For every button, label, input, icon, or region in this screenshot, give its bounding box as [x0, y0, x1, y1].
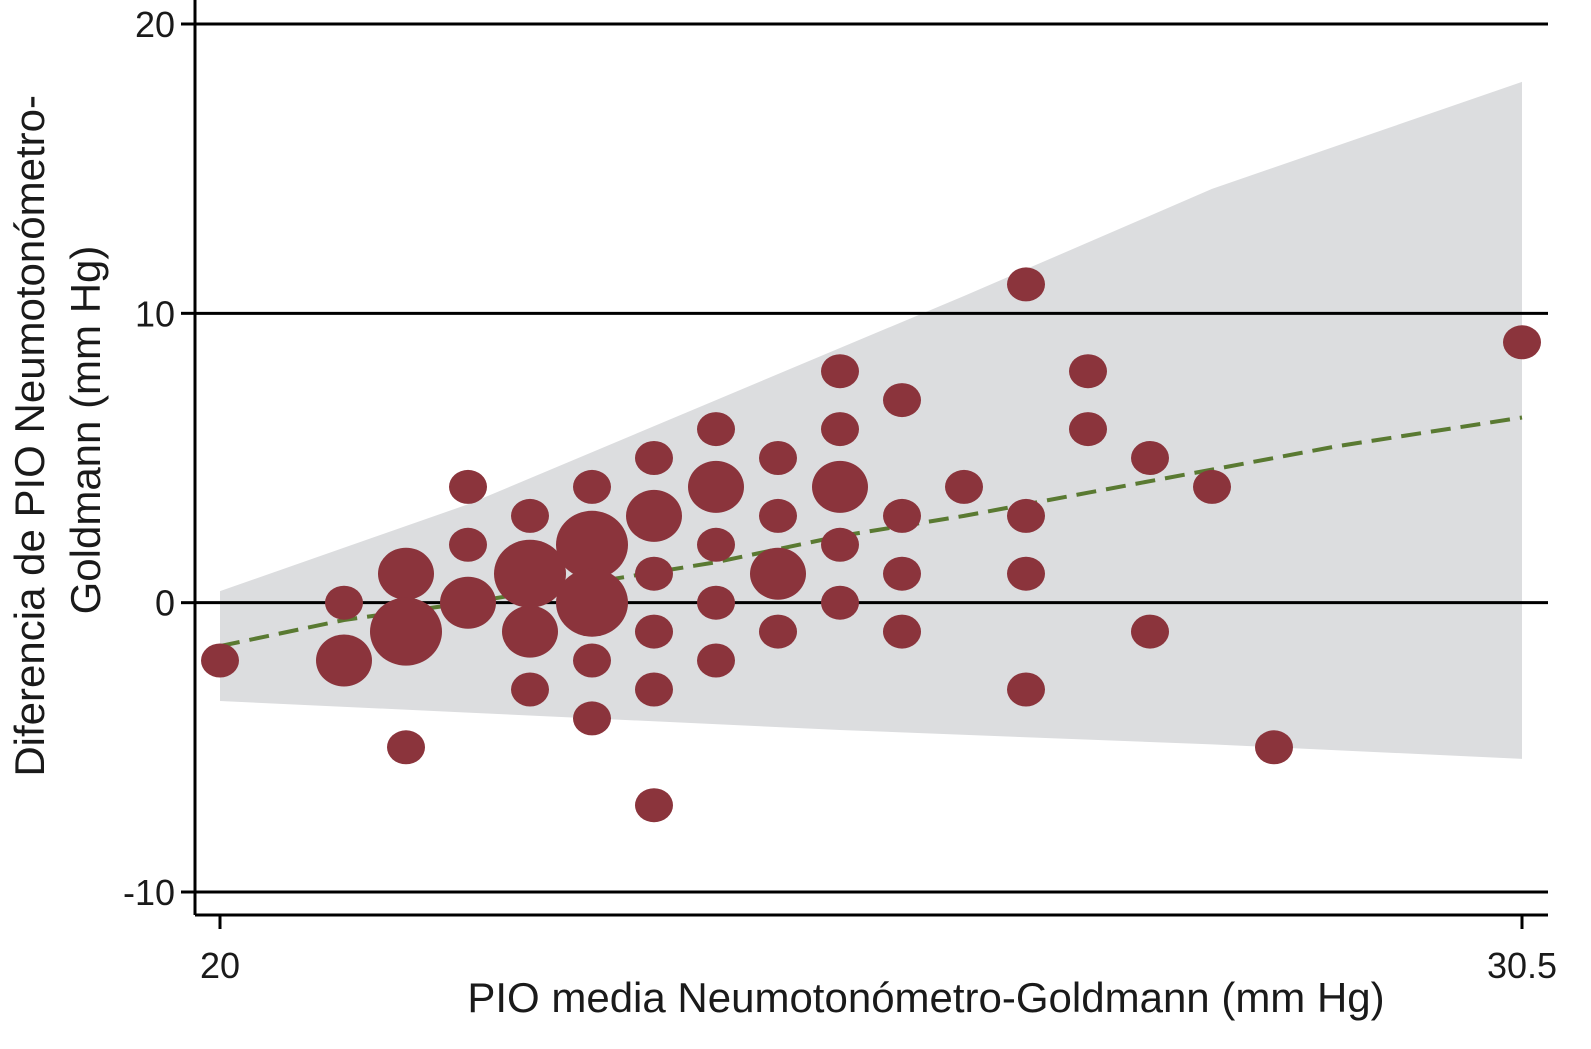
- data-point: [556, 510, 628, 579]
- y-axis-title-line-1: Diferencia de PIO Neumotonómetro-: [6, 95, 53, 777]
- data-point: [821, 412, 859, 447]
- data-point: [759, 441, 797, 475]
- data-point: [1131, 614, 1169, 649]
- data-point: [750, 547, 806, 600]
- data-point: [759, 498, 797, 533]
- x-axis-title: PIO media Neumotonómetro-Goldmann (mm Hg…: [467, 974, 1384, 1021]
- y-axis-title-line-2: Goldmann (mm Hg): [62, 246, 109, 615]
- y-axis-title: Diferencia de PIO Neumotonómetro- Goldma…: [6, 83, 109, 776]
- data-point: [688, 460, 744, 513]
- data-point: [573, 469, 611, 504]
- data-point: [883, 383, 921, 418]
- x-tick-label: 30.5: [1487, 945, 1557, 986]
- data-point: [449, 469, 487, 504]
- y-tick-label: 20: [135, 4, 175, 45]
- data-point: [697, 412, 735, 447]
- data-point: [573, 643, 611, 678]
- data-point-layer: [201, 267, 1541, 823]
- data-point: [635, 672, 673, 707]
- data-point: [1193, 469, 1231, 504]
- data-point: [378, 547, 434, 600]
- data-point: [449, 527, 487, 562]
- x-tick-label: 20: [200, 945, 240, 986]
- data-point: [759, 614, 797, 649]
- y-tick-layer: -10 0 10 20: [123, 4, 195, 913]
- data-point: [1069, 412, 1107, 447]
- data-point: [201, 643, 239, 678]
- data-point: [635, 614, 673, 649]
- data-point: [1007, 267, 1045, 302]
- data-point: [1007, 498, 1045, 533]
- data-point: [812, 460, 868, 513]
- data-point: [1007, 672, 1045, 707]
- data-point: [1255, 730, 1293, 765]
- data-point: [1503, 325, 1541, 360]
- data-point: [511, 498, 549, 533]
- data-point: [883, 556, 921, 591]
- data-point: [635, 788, 673, 823]
- data-point: [387, 730, 425, 765]
- data-point: [511, 672, 549, 707]
- x-tick-layer: 20 30.5: [200, 915, 1557, 986]
- data-point: [370, 597, 442, 666]
- data-point: [440, 576, 496, 629]
- data-point: [1069, 354, 1107, 389]
- y-tick-label: 10: [135, 293, 175, 334]
- data-point: [573, 701, 611, 736]
- y-tick-label: -10: [123, 872, 175, 913]
- data-point: [556, 568, 628, 637]
- data-point: [697, 527, 735, 562]
- y-tick-label: 0: [155, 583, 175, 624]
- data-point: [635, 556, 673, 591]
- data-point: [945, 469, 983, 504]
- data-point: [697, 585, 735, 620]
- data-point: [883, 614, 921, 649]
- data-point: [635, 441, 673, 475]
- data-point: [697, 643, 735, 678]
- data-point: [1131, 441, 1169, 475]
- data-point: [821, 527, 859, 562]
- data-point: [494, 539, 566, 608]
- data-point: [883, 498, 921, 533]
- data-point: [325, 585, 363, 620]
- data-point: [1007, 556, 1045, 591]
- data-point: [626, 489, 682, 542]
- data-point: [316, 634, 372, 687]
- data-point: [821, 354, 859, 389]
- data-point: [502, 605, 558, 658]
- data-point: [821, 585, 859, 620]
